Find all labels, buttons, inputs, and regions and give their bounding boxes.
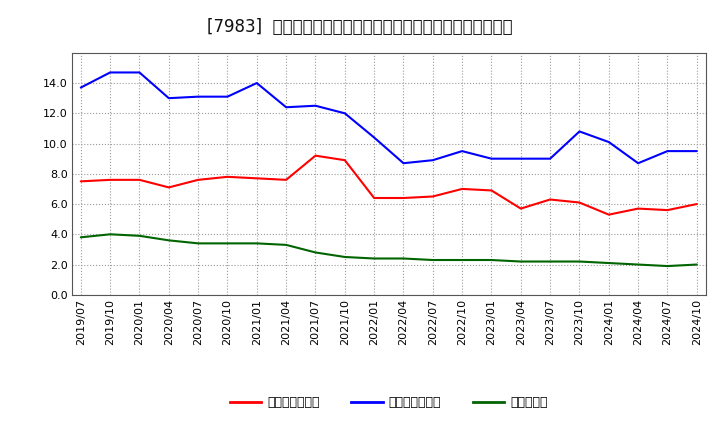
売上債権回転率 (164, 185, 173, 190)
Line: 買入債務回転率: 買入債務回転率 (81, 73, 697, 163)
売上債権回転率 (663, 208, 672, 213)
買入債務回転率 (282, 105, 290, 110)
買入債務回転率 (546, 156, 554, 161)
売上債権回転率 (194, 177, 202, 183)
Legend: 売上債権回転率, 買入債務回転率, 在庫回転率: 売上債権回転率, 買入債務回転率, 在庫回転率 (225, 392, 552, 414)
在庫回転率 (663, 264, 672, 269)
売上債権回転率 (428, 194, 437, 199)
買入債務回転率 (458, 148, 467, 154)
在庫回転率 (575, 259, 584, 264)
売上債権回転率 (605, 212, 613, 217)
買入債務回転率 (428, 158, 437, 163)
買入債務回転率 (663, 148, 672, 154)
在庫回転率 (399, 256, 408, 261)
買入債務回転率 (253, 81, 261, 86)
売上債権回転率 (135, 177, 144, 183)
在庫回転率 (487, 257, 496, 263)
売上債権回転率 (546, 197, 554, 202)
買入債務回転率 (341, 110, 349, 116)
在庫回転率 (253, 241, 261, 246)
在庫回転率 (516, 259, 525, 264)
買入債務回転率 (370, 135, 379, 140)
在庫回転率 (458, 257, 467, 263)
買入債務回転率 (135, 70, 144, 75)
在庫回転率 (634, 262, 642, 267)
在庫回転率 (428, 257, 437, 263)
買入債務回転率 (605, 139, 613, 145)
売上債権回転率 (516, 206, 525, 211)
売上債権回転率 (223, 174, 232, 180)
在庫回転率 (693, 262, 701, 267)
在庫回転率 (605, 260, 613, 266)
売上債権回転率 (311, 153, 320, 158)
在庫回転率 (223, 241, 232, 246)
在庫回転率 (106, 231, 114, 237)
在庫回転率 (164, 238, 173, 243)
Line: 売上債権回転率: 売上債権回転率 (81, 156, 697, 215)
売上債権回転率 (76, 179, 85, 184)
買入債務回転率 (311, 103, 320, 108)
売上債権回転率 (634, 206, 642, 211)
買入債務回転率 (106, 70, 114, 75)
売上債権回転率 (693, 202, 701, 207)
Text: [7983]  売上債権回転率、買入債務回転率、在庫回転率の推移: [7983] 売上債権回転率、買入債務回転率、在庫回転率の推移 (207, 18, 513, 36)
売上債権回転率 (253, 176, 261, 181)
売上債権回転率 (282, 177, 290, 183)
買入債務回転率 (575, 129, 584, 134)
Line: 在庫回転率: 在庫回転率 (81, 234, 697, 266)
買入債務回転率 (487, 156, 496, 161)
売上債権回転率 (575, 200, 584, 205)
買入債務回転率 (223, 94, 232, 99)
買入債務回転率 (164, 95, 173, 101)
在庫回転率 (76, 235, 85, 240)
在庫回転率 (135, 233, 144, 238)
売上債権回転率 (106, 177, 114, 183)
在庫回転率 (194, 241, 202, 246)
売上債権回転率 (487, 188, 496, 193)
売上債権回転率 (341, 158, 349, 163)
買入債務回転率 (693, 148, 701, 154)
在庫回転率 (311, 250, 320, 255)
売上債権回転率 (458, 186, 467, 191)
売上債権回転率 (370, 195, 379, 201)
在庫回転率 (370, 256, 379, 261)
買入債務回転率 (76, 85, 85, 90)
買入債務回転率 (194, 94, 202, 99)
買入債務回転率 (516, 156, 525, 161)
在庫回転率 (546, 259, 554, 264)
在庫回転率 (341, 254, 349, 260)
在庫回転率 (282, 242, 290, 248)
買入債務回転率 (399, 161, 408, 166)
売上債権回転率 (399, 195, 408, 201)
買入債務回転率 (634, 161, 642, 166)
